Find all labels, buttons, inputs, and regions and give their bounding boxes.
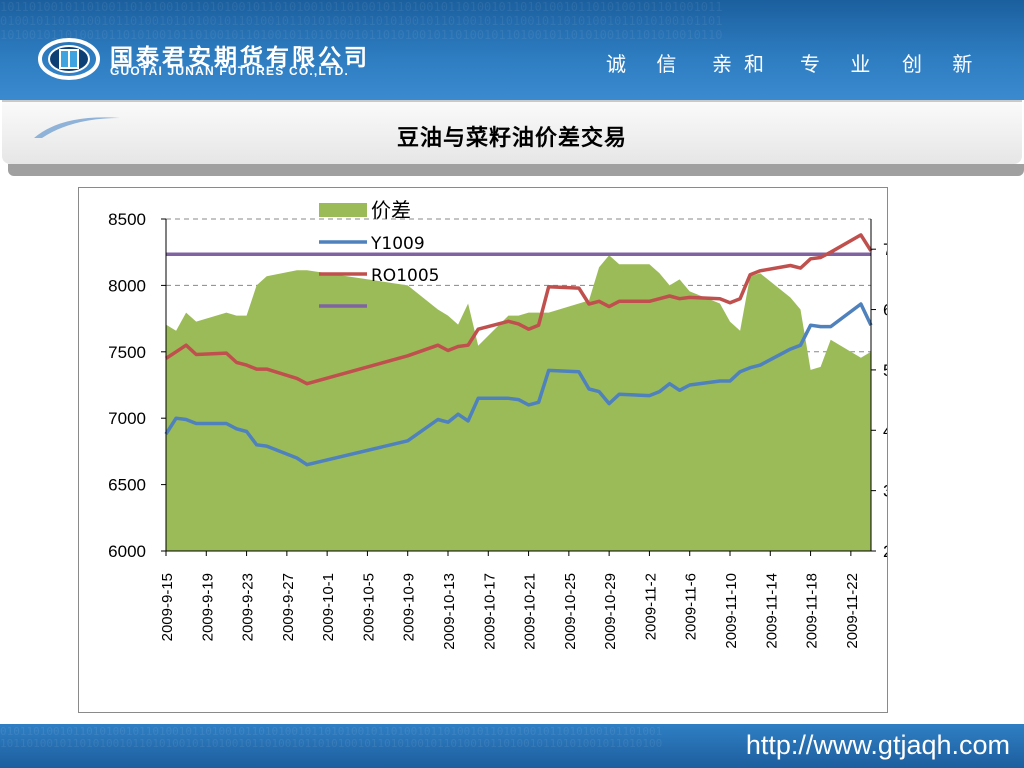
x-tick-label: 2009-10-21: [522, 573, 539, 650]
binary-decoration: 1011010010110100110101001011010100101101…: [0, 0, 723, 42]
right-tick-label: 600: [883, 301, 887, 320]
x-tick-label: 2009-11-14: [763, 573, 780, 649]
company-name-cn: 国泰君安期货有限公司: [110, 45, 370, 71]
company-name-en: GUOTAI JUNAN FUTURES CO.,LTD.: [110, 64, 350, 78]
x-tick-label: 2009-9-15: [159, 573, 176, 641]
left-tick-label: 8000: [108, 276, 146, 295]
left-tick-label: 6500: [108, 476, 146, 495]
x-tick-label: 2009-10-5: [360, 573, 377, 641]
series-spread-area: [166, 255, 871, 551]
left-tick-label: 6000: [108, 542, 146, 561]
slogan: 诚 信 亲和 专 业 创 新: [0, 48, 1024, 78]
x-tick-label: 2009-11-22: [844, 573, 861, 649]
title-bar: 豆油与菜籽油价差交易: [2, 100, 1022, 164]
x-tick-label: 2009-9-23: [240, 573, 257, 641]
company-logo-icon: [38, 38, 100, 80]
x-tick-label: 2009-11-2: [642, 573, 659, 640]
x-tick-label: 2009-11-10: [723, 573, 740, 649]
legend-label: 价差: [371, 198, 411, 222]
axes: 6000 6500 7000 7500 8000 8500 200 300 400 500 600 7…: [108, 210, 887, 650]
footer-banner: 0101101001011010100101101001011010010110…: [0, 724, 1024, 768]
slide-title: 豆油与菜籽油价差交易: [396, 125, 627, 151]
x-tick-label: 2009-10-1: [320, 573, 337, 641]
x-tick-label: 2009-10-13: [441, 573, 458, 650]
slogan-professional: 专 业: [800, 52, 883, 76]
price-lines-layer: [164, 233, 873, 467]
legend-swatch: [319, 203, 367, 217]
x-tick-label: 2009-9-27: [280, 573, 297, 641]
right-tick-label: 500: [883, 361, 887, 380]
legend-label: Y1009: [370, 234, 425, 254]
header-banner: 1011010010110100110101001011010100101101…: [0, 0, 1024, 100]
left-tick-label: 8500: [108, 210, 146, 229]
x-tick-label: 2009-9-19: [199, 573, 216, 641]
slogan-honesty: 诚 信: [606, 52, 689, 76]
x-tick-label: 2009-11-18: [804, 573, 821, 649]
x-tick-label: 2009-10-29: [602, 573, 619, 650]
x-tick-label: 2009-11-6: [683, 573, 700, 640]
chart-frame: 6000 6500 7000 7500 8000 8500 200 300 400 500 600 7…: [78, 187, 888, 713]
series-ro1005-line: [165, 233, 873, 386]
left-tick-label: 7000: [108, 409, 146, 428]
swoosh-icon: [34, 117, 120, 138]
right-tick-label: 700: [883, 240, 887, 259]
footer-binary-decoration: 0101101001011010100101101001011010010110…: [0, 725, 663, 750]
right-tick-label: 200: [883, 542, 887, 561]
spread-chart: 6000 6500 7000 7500 8000 8500 200 300 400 500 600 7…: [108, 198, 887, 650]
legend-label: RO1005: [371, 266, 439, 286]
title-shadow-bar: [8, 164, 1024, 176]
series-y1009-line: [164, 302, 873, 467]
website-link[interactable]: http://www.gtjaqh.com: [745, 730, 1010, 760]
slogan-innovation: 创 新: [902, 52, 985, 76]
right-tick-label: 300: [883, 482, 887, 501]
x-tick-label: 2009-10-17: [481, 573, 498, 650]
chart-legend: 价差 Y1009 RO1005: [319, 198, 439, 308]
left-tick-label: 7500: [108, 343, 146, 362]
spread-area-layer: [166, 255, 871, 551]
x-tick-label: 2009-10-25: [562, 573, 579, 650]
right-tick-label: 400: [883, 421, 887, 440]
slogan-kindness: 亲和: [712, 52, 776, 76]
x-tick-label: 2009-10-9: [401, 573, 418, 641]
